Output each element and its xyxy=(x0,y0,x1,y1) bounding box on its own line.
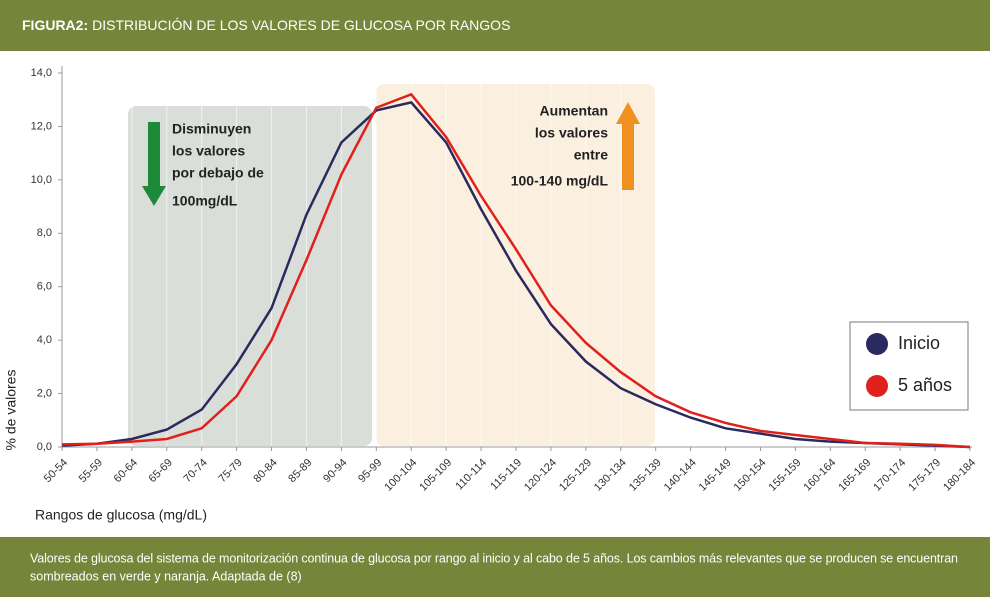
x-tick-label: 160-164 xyxy=(801,457,838,494)
legend-label: 5 años xyxy=(898,375,952,395)
x-tick-label: 145-149 xyxy=(697,457,734,494)
down-arrow xyxy=(142,122,166,206)
x-tick-label: 50-54 xyxy=(42,457,70,485)
caption-line: Valores de glucosa del sistema de monito… xyxy=(30,551,958,565)
x-axis-label: Rangos de glucosa (mg/dL) xyxy=(35,507,207,523)
x-tick-label: 140-144 xyxy=(662,457,699,494)
annotation-increase: 100-140 mg/dL xyxy=(511,173,609,189)
annotation-decrease: Disminuyen xyxy=(172,121,251,137)
x-tick-label: 165-169 xyxy=(836,457,873,494)
x-tick-label: 105-109 xyxy=(417,457,454,494)
up-arrow xyxy=(616,102,640,190)
legend-label: Inicio xyxy=(898,333,940,353)
y-tick-label: 12,0 xyxy=(31,120,52,132)
x-tick-label: 100-104 xyxy=(382,457,419,494)
x-tick-label: 75-79 xyxy=(216,457,244,485)
annotation-decrease: por debajo de xyxy=(172,165,264,181)
caption-bar xyxy=(0,537,990,597)
caption-line: sombreados en verde y naranja. Adaptada … xyxy=(30,569,302,583)
x-tick-label: 85-89 xyxy=(286,457,314,485)
x-tick-label: 60-64 xyxy=(112,457,140,485)
y-tick-label: 10,0 xyxy=(31,174,52,186)
x-tick-label: 180-184 xyxy=(941,457,978,494)
y-tick-label: 14,0 xyxy=(31,67,52,79)
x-tick-label: 90-94 xyxy=(321,457,349,485)
annotation-increase: Aumentan xyxy=(540,103,608,119)
title: FIGURA2: DISTRIBUCIÓN DE LOS VALORES DE G… xyxy=(22,17,510,33)
annotation-decrease: 100mg/dL xyxy=(172,193,238,209)
x-tick-label: 130-134 xyxy=(592,457,629,494)
x-tick-label: 70-74 xyxy=(181,457,209,485)
figure-label: FIGURA2: xyxy=(22,17,88,33)
annotation-increase: los valores xyxy=(535,125,608,141)
x-tick-label: 95-99 xyxy=(356,457,384,485)
x-tick-label: 80-84 xyxy=(251,457,279,485)
y-tick-label: 6,0 xyxy=(37,281,52,293)
y-tick-label: 8,0 xyxy=(37,227,52,239)
y-tick-label: 2,0 xyxy=(37,387,52,399)
annotation-decrease: los valores xyxy=(172,143,245,159)
y-tick-label: 4,0 xyxy=(37,334,52,346)
x-tick-label: 170-174 xyxy=(871,457,908,494)
x-tick-label: 135-139 xyxy=(627,457,664,494)
x-tick-label: 175-179 xyxy=(906,457,943,494)
annotation-increase: entre xyxy=(574,147,608,163)
x-tick-label: 110-114 xyxy=(453,457,489,493)
series-line xyxy=(61,92,971,449)
header-bar xyxy=(0,0,990,51)
decrease-shade xyxy=(128,106,372,446)
x-tick-label: 150-154 xyxy=(732,457,769,494)
x-tick-label: 125-129 xyxy=(557,457,594,494)
legend-marker xyxy=(866,333,888,355)
x-tick-label: 120-124 xyxy=(522,457,559,494)
title-text: DISTRIBUCIÓN DE LOS VALORES DE GLUCOSA P… xyxy=(92,17,510,33)
legend-marker xyxy=(866,375,888,397)
x-tick-label: 155-159 xyxy=(767,457,804,494)
series-line xyxy=(61,101,971,449)
y-axis-label: % de valores xyxy=(3,370,19,451)
x-tick-label: 115-119 xyxy=(488,457,524,493)
x-tick-label: 65-69 xyxy=(147,457,175,485)
y-tick-label: 0,0 xyxy=(37,441,52,453)
x-tick-label: 55-59 xyxy=(77,457,105,485)
